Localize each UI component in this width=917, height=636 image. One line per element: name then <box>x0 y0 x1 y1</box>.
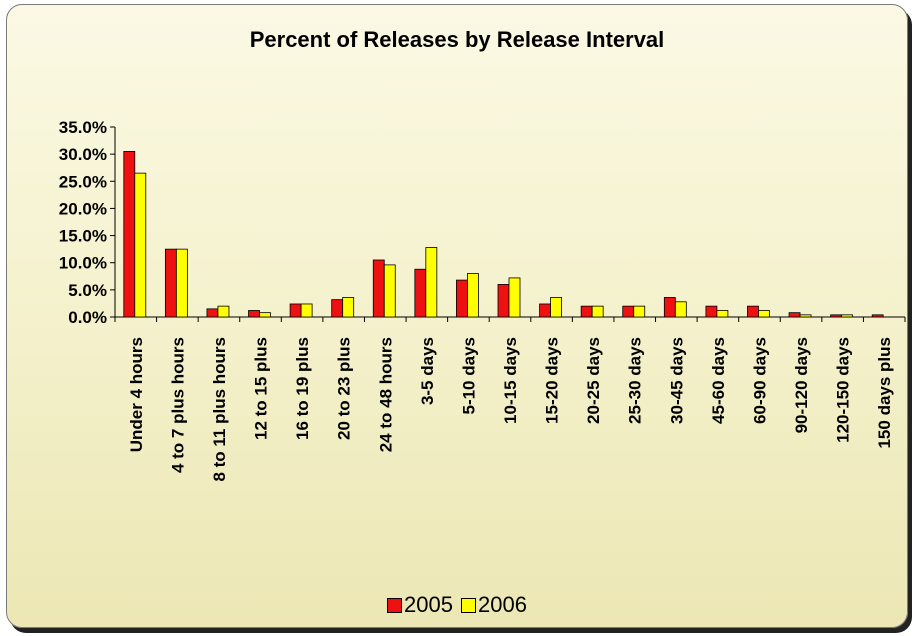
y-tick-label: 25.0% <box>59 172 107 191</box>
bar-2005-13 <box>622 305 635 318</box>
bar-2005-19 <box>871 314 884 318</box>
x-category-label: Under 4 hours <box>127 337 146 452</box>
bar-2006-14 <box>674 301 687 318</box>
bar-2006-11 <box>550 297 562 318</box>
legend-swatch-2005 <box>387 597 403 613</box>
bar-2006-17 <box>799 314 812 318</box>
y-tick-label: 30.0% <box>59 145 107 164</box>
x-category-label: 3-5 days <box>418 337 437 405</box>
x-category-label: 120-150 days <box>834 337 853 443</box>
bar-2006-3 <box>217 305 230 318</box>
legend-item-2006: 2006 <box>461 592 527 618</box>
bar-2006-8 <box>425 247 438 318</box>
bar-2005-16 <box>747 305 759 318</box>
bar-2005-14 <box>663 297 676 318</box>
bar-2005-17 <box>788 312 801 318</box>
bar-2006-9 <box>467 273 479 318</box>
bar-2006-7 <box>383 264 396 318</box>
bar-2005-5 <box>289 303 302 318</box>
x-category-label: 4 to 7 plus hours <box>168 337 187 473</box>
bar-2005-9 <box>456 279 468 318</box>
x-category-label: 45-60 days <box>709 337 728 424</box>
bar-2006-12 <box>591 305 604 318</box>
y-tick-label: 0.0% <box>68 308 107 327</box>
bar-2005-7 <box>372 259 385 318</box>
x-category-label: 20 to 23 plus <box>335 337 354 440</box>
x-category-label: 90-120 days <box>792 337 811 433</box>
bar-2005-8 <box>414 268 427 318</box>
bar-2005-11 <box>539 303 551 318</box>
x-category-label: 16 to 19 plus <box>293 337 312 440</box>
bar-2006-10 <box>508 277 521 318</box>
bar-2005-18 <box>830 314 843 318</box>
x-category-label: 5-10 days <box>459 337 478 415</box>
x-category-label: 20-25 days <box>584 337 603 424</box>
chart-legend: 2005 2006 <box>7 592 907 618</box>
bar-2005-15 <box>705 305 718 318</box>
x-category-label: 25-30 days <box>626 337 645 424</box>
y-tick-label: 15.0% <box>59 227 107 246</box>
bar-2006-2 <box>175 248 188 318</box>
bar-2006-15 <box>716 310 729 318</box>
bar-2005-3 <box>206 308 219 318</box>
bar-2006-13 <box>633 305 646 318</box>
x-category-label: 12 to 15 plus <box>252 337 271 440</box>
bar-2005-4 <box>248 310 260 318</box>
bar-2006-4 <box>259 312 271 318</box>
x-category-label: 150 days plus <box>875 337 894 449</box>
bar-2006-18 <box>841 314 854 318</box>
x-category-label: 8 to 11 plus hours <box>210 337 229 482</box>
bar-2005-6 <box>331 299 344 318</box>
bar-2006-6 <box>342 297 355 318</box>
legend-label-2006: 2006 <box>478 592 527 617</box>
x-category-label: 24 to 48 hours <box>376 337 395 452</box>
y-tick-label: 35.0% <box>59 118 107 137</box>
x-category-label: 10-15 days <box>501 337 520 424</box>
y-tick-label: 10.0% <box>59 254 107 273</box>
bar-2005-1 <box>123 151 136 318</box>
bar-2006-16 <box>758 310 770 318</box>
bar-2006-5 <box>300 303 313 318</box>
y-tick-label: 5.0% <box>68 281 107 300</box>
x-category-label: 30-45 days <box>667 337 686 424</box>
legend-swatch-2006 <box>461 597 476 613</box>
x-category-label: 60-90 days <box>750 337 769 424</box>
bar-2005-2 <box>164 248 177 318</box>
bar-2005-10 <box>497 284 510 318</box>
bar-2005-12 <box>580 305 593 318</box>
chart-frame: Percent of Releases by Release Interval … <box>6 4 908 628</box>
x-category-label: 15-20 days <box>543 337 562 424</box>
bar-chart-plot: 35.0% 30.0% 25.0% 20.0% 15.0% 10.0% 5.0% 0.0% Un… <box>59 118 906 482</box>
bar-2006-1 <box>134 172 147 318</box>
y-tick-label: 20.0% <box>59 199 107 218</box>
legend-item-2005: 2005 <box>387 592 453 618</box>
legend-label-2005: 2005 <box>404 592 453 617</box>
chart-title: Percent of Releases by Release Interval <box>249 27 665 52</box>
